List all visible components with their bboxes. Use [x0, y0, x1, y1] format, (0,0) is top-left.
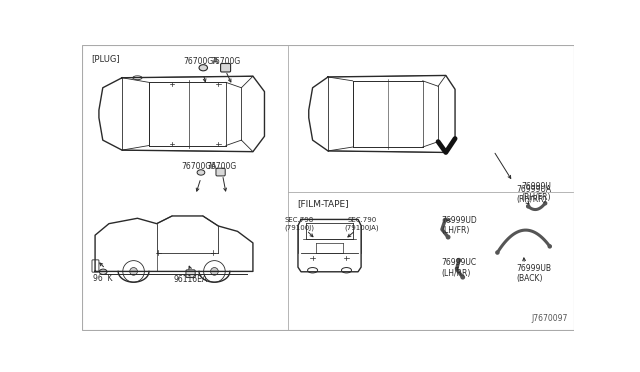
- Circle shape: [457, 259, 461, 262]
- Text: 96116EA: 96116EA: [174, 275, 208, 284]
- Ellipse shape: [133, 76, 142, 80]
- Text: 76700G: 76700G: [211, 57, 241, 66]
- FancyBboxPatch shape: [186, 270, 195, 278]
- Text: 76999UC
(LH/RR): 76999UC (LH/RR): [441, 258, 476, 278]
- FancyBboxPatch shape: [216, 168, 225, 176]
- Circle shape: [543, 202, 547, 205]
- Text: SEC.790
(79100JA): SEC.790 (79100JA): [344, 217, 379, 231]
- Circle shape: [211, 267, 218, 275]
- Ellipse shape: [308, 267, 317, 273]
- Text: 76999U
(RH/FR): 76999U (RH/FR): [521, 182, 551, 202]
- Circle shape: [130, 267, 138, 275]
- Text: SEC.798
(79100J): SEC.798 (79100J): [285, 217, 314, 231]
- Ellipse shape: [197, 170, 205, 175]
- Text: 76999UD
(LH/FR): 76999UD (LH/FR): [441, 216, 477, 235]
- Text: 76700G: 76700G: [206, 162, 236, 171]
- FancyBboxPatch shape: [221, 64, 230, 72]
- Text: 76999UA
(RH/RR): 76999UA (RH/RR): [516, 185, 552, 204]
- FancyBboxPatch shape: [92, 260, 99, 272]
- Circle shape: [461, 276, 465, 279]
- Circle shape: [123, 261, 145, 282]
- Text: J7670097: J7670097: [532, 314, 568, 323]
- Text: [FILM-TAPE]: [FILM-TAPE]: [297, 199, 349, 208]
- Circle shape: [444, 218, 447, 222]
- Circle shape: [496, 251, 499, 254]
- Circle shape: [527, 205, 530, 208]
- Text: 76700GA: 76700GA: [183, 57, 219, 66]
- Circle shape: [204, 261, 225, 282]
- Text: 76700GA: 76700GA: [181, 162, 216, 171]
- Circle shape: [447, 235, 450, 239]
- Ellipse shape: [99, 269, 107, 275]
- Ellipse shape: [199, 65, 207, 71]
- Text: 76999UB
(BACK): 76999UB (BACK): [516, 264, 552, 283]
- Circle shape: [548, 245, 551, 248]
- Text: [PLUG]: [PLUG]: [91, 54, 120, 63]
- Text: 96  K: 96 K: [93, 274, 113, 283]
- Ellipse shape: [342, 267, 351, 273]
